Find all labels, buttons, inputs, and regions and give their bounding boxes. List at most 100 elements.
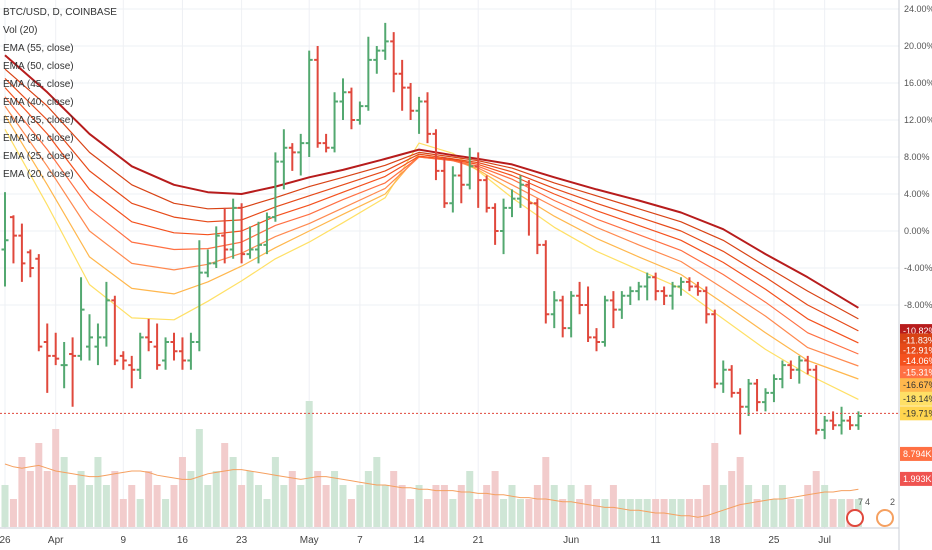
- ohlc-bar: [635, 281, 643, 301]
- price-tag-bg: [900, 391, 932, 406]
- y-tick-label: 24.00%: [904, 4, 932, 14]
- volume-bar: [339, 485, 347, 527]
- ohlc-bar: [145, 318, 153, 352]
- volume-bar: [483, 485, 491, 527]
- ohlc-bar: [271, 152, 279, 222]
- volume-bar: [500, 499, 508, 527]
- legend-vol[interactable]: Vol (20): [3, 25, 38, 36]
- ohlc-bar: [753, 379, 761, 412]
- ohlc-bar: [263, 212, 271, 255]
- ohlc-bar: [170, 332, 178, 361]
- volume-bar: [829, 499, 837, 527]
- volume-bar: [508, 485, 516, 527]
- x-tick-label: 9: [121, 535, 127, 546]
- y-tick-label: -4.00%: [904, 263, 932, 273]
- volume-bar: [356, 485, 364, 527]
- volume-bar: [1, 485, 9, 527]
- legend-ema-55[interactable]: EMA (55, close): [3, 43, 74, 54]
- legend-ema-25[interactable]: EMA (25, close): [3, 151, 74, 162]
- ohlc-bar: [162, 337, 170, 370]
- volume-bar: [153, 485, 161, 527]
- ohlc-bar: [440, 157, 448, 208]
- volume-bar: [525, 499, 533, 527]
- ohlc-bar: [660, 286, 668, 305]
- x-tick-label: 14: [413, 535, 425, 546]
- volume-bar: [9, 499, 17, 527]
- ohlc-bars: [1, 22, 862, 440]
- ohlc-bar: [1, 192, 9, 287]
- ohlc-bar: [339, 78, 347, 120]
- price-tag: -12.91%: [900, 343, 932, 358]
- price-tag-label: 1.993K: [903, 474, 932, 484]
- ohlc-bar: [694, 281, 702, 296]
- legend-ema-30[interactable]: EMA (30, close): [3, 133, 74, 144]
- ohlc-bar: [846, 416, 854, 430]
- ohlc-bar: [812, 365, 820, 435]
- volume-bar: [364, 471, 372, 527]
- ohlc-bar: [111, 295, 119, 366]
- ohlc-bar: [702, 286, 710, 324]
- ohlc-bar: [567, 291, 575, 338]
- ohlc-bar: [821, 416, 829, 440]
- ohlc-bar: [280, 129, 288, 190]
- ohlc-bar: [86, 314, 93, 361]
- volume-bar: [778, 485, 786, 527]
- volume-bar: [440, 485, 448, 527]
- volume-bar: [331, 471, 339, 527]
- legend-ema-45[interactable]: EMA (45, close): [3, 79, 74, 90]
- event-badges[interactable]: 7 4 2: [846, 497, 895, 527]
- ohlc-bar: [347, 87, 355, 130]
- x-tick-label: Apr: [48, 535, 64, 546]
- legend-ema-20[interactable]: EMA (20, close): [3, 169, 74, 180]
- ohlc-bar: [500, 198, 508, 255]
- volume-bar: [178, 457, 186, 527]
- ohlc-bar: [69, 337, 77, 407]
- badge-count-1: 7: [858, 497, 863, 507]
- ohlc-bar: [331, 92, 339, 153]
- ohlc-bar: [212, 226, 220, 268]
- x-tick-label: 26: [0, 535, 11, 546]
- volume-bar: [187, 471, 195, 527]
- ohlc-bar: [609, 291, 617, 329]
- price-tag-bg: [900, 343, 932, 358]
- ema-line-30: [4, 105, 859, 367]
- volume-bar: [424, 499, 431, 527]
- ohlc-bar: [516, 175, 524, 208]
- price-tag: 1.993K: [900, 471, 932, 486]
- y-tick-label: 12.00%: [904, 115, 932, 125]
- volume-bar: [69, 485, 77, 527]
- volume-bar: [347, 499, 355, 527]
- ohlc-bar: [838, 406, 846, 435]
- x-axis[interactable]: 26 Apr 9 16 23 May 7 14 21 Jun 11 18 25 Jul: [0, 535, 831, 546]
- volume-bar: [86, 485, 93, 527]
- event-badge-icon[interactable]: [876, 509, 894, 527]
- volume-bar: [491, 471, 499, 527]
- legend-ema-50[interactable]: EMA (50, close): [3, 61, 74, 72]
- volume-bar: [94, 457, 102, 527]
- symbol-title[interactable]: BTC/USD, D, COINBASE: [3, 7, 117, 18]
- price-tag: -18.14%: [900, 391, 932, 406]
- x-tick-label: 11: [650, 535, 661, 546]
- price-tag-label: -18.14%: [903, 394, 932, 404]
- volume-bar: [838, 499, 846, 527]
- legend-ema-40[interactable]: EMA (40, close): [3, 97, 74, 108]
- ohlc-bar: [787, 360, 795, 379]
- price-tag-label: 8.794K: [903, 449, 932, 459]
- volume-bar: [102, 485, 110, 527]
- x-tick-label: 7: [357, 535, 363, 546]
- badge-count-3: 2: [890, 497, 895, 507]
- volume-bar: [432, 485, 440, 527]
- ema-line-25: [4, 115, 859, 380]
- volume-bar: [60, 457, 68, 527]
- y-axis[interactable]: 24.00% 20.00% 16.00% 12.00% 8.00% 4.00% 0.00% -…: [904, 4, 932, 310]
- volume-bar: [18, 457, 26, 527]
- ohlc-bar: [745, 379, 753, 416]
- event-badge-icon[interactable]: [846, 509, 864, 527]
- volume-bars: [1, 401, 862, 527]
- x-tick-label: Jun: [563, 535, 579, 546]
- ema-line-55: [4, 54, 859, 309]
- ohlc-bar: [576, 281, 584, 315]
- legend-ema-35[interactable]: EMA (35, close): [3, 115, 74, 126]
- ohlc-bar: [415, 96, 423, 134]
